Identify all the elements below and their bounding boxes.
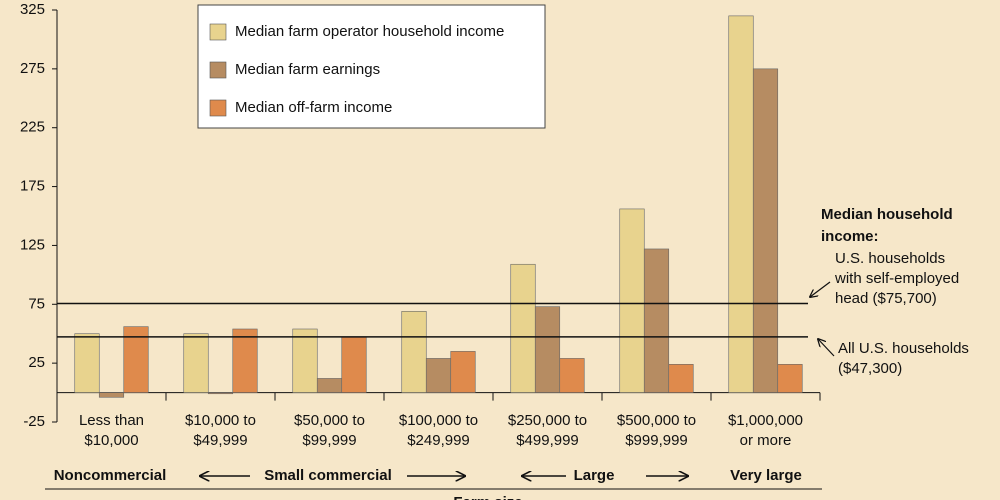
bar [232, 328, 258, 393]
y-tick-label: 225 [20, 119, 45, 136]
y-tick-label: 25 [28, 354, 45, 371]
x-tick-label: $249,999 [407, 432, 470, 449]
annotation: U.S. households [835, 250, 945, 267]
x-tick-label: or more [740, 432, 792, 449]
bar [292, 328, 318, 393]
group-label: Very large [730, 467, 802, 484]
legend-swatch [209, 23, 227, 41]
annotation: head ($75,700) [835, 290, 937, 307]
x-tick-label: $99,999 [302, 432, 356, 449]
bar [74, 333, 100, 393]
x-tick-label: $10,000 to [185, 412, 256, 429]
bar [777, 364, 803, 393]
legend-swatch [209, 61, 227, 79]
arrow [818, 339, 835, 357]
group-label: Noncommercial [54, 467, 167, 484]
annotation-title: income: [821, 228, 879, 245]
bar [668, 364, 694, 393]
x-axis-label: Farm size [453, 494, 522, 500]
bar [207, 392, 234, 395]
bar [643, 248, 670, 393]
bar [98, 392, 125, 398]
y-tick-label: 125 [20, 236, 45, 253]
y-tick-label: 325 [20, 1, 45, 18]
annotation: with self-employed [834, 270, 959, 287]
bar [316, 378, 343, 393]
bar [728, 15, 754, 393]
x-tick-label: Less than [79, 412, 144, 429]
legend-box [197, 4, 546, 129]
legend-label: Median farm earnings [235, 61, 380, 78]
x-tick-label: $250,000 to [508, 412, 587, 429]
annotation: ($47,300) [838, 360, 902, 377]
legend-swatch [209, 99, 227, 117]
x-tick-label: $499,999 [516, 432, 579, 449]
arrow [810, 281, 831, 297]
x-tick-label: $50,000 to [294, 412, 365, 429]
legend-label: Median off-farm income [235, 99, 392, 116]
x-tick-label: $49,999 [193, 432, 247, 449]
bar [534, 306, 561, 393]
y-tick-label: -25 [23, 413, 45, 430]
bar [401, 311, 427, 393]
annotation: All U.S. households [838, 340, 969, 357]
bar [510, 263, 536, 393]
x-tick-label: $100,000 to [399, 412, 478, 429]
y-tick-label: 75 [28, 295, 45, 312]
annotation-title: Median household [821, 206, 953, 223]
x-tick-label: $999,999 [625, 432, 688, 449]
y-tick-label: 175 [20, 178, 45, 195]
bar [619, 208, 645, 393]
bar [450, 351, 476, 393]
bar [752, 68, 779, 393]
x-tick-label: $10,000 [84, 432, 138, 449]
bar [559, 358, 585, 393]
plot: -25 25 75 125 175 225 275 325 [20, 1, 821, 430]
bar [183, 333, 209, 393]
y-tick-label: 275 [20, 60, 45, 77]
bar [341, 336, 367, 393]
x-tick-label: $500,000 to [617, 412, 696, 429]
legend-label: Median farm operator household income [235, 23, 504, 40]
group-label: Large [574, 467, 615, 484]
group-label: Small commercial [264, 467, 392, 484]
x-tick-label: $1,000,000 [728, 412, 803, 429]
bar [425, 358, 452, 393]
